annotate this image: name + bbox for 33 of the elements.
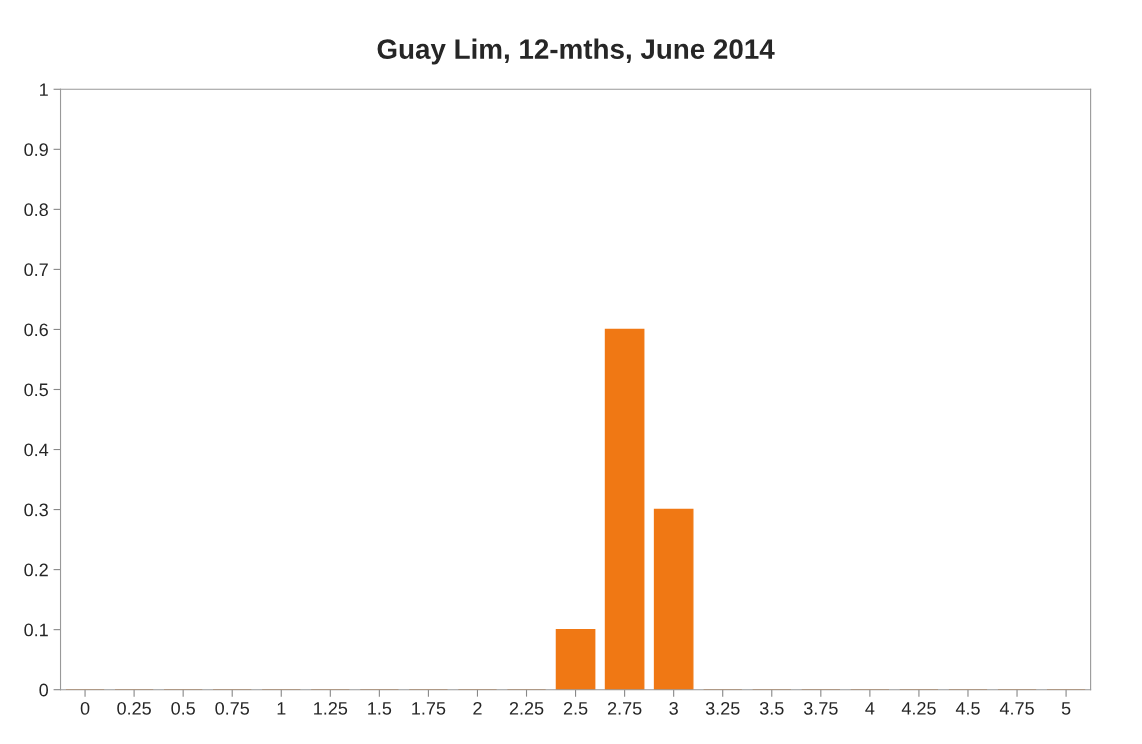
x-tick-label: 1.25: [314, 701, 348, 715]
x-tick-label: 2: [473, 701, 482, 715]
y-tick-label: 1: [40, 83, 48, 96]
x-tick-label: 4: [865, 702, 875, 715]
x-tick-label: 0.5: [171, 701, 195, 715]
y-tick-label: 0.3: [24, 503, 48, 517]
x-tick-label: 4.25: [901, 701, 936, 715]
x-tick-label: 4.75: [999, 702, 1034, 715]
y-tick-label: 0.2: [24, 563, 48, 577]
x-tick-label: 3.75: [803, 701, 838, 715]
y-tick-label: 0: [39, 683, 49, 697]
y-tick-label: 0.1: [24, 623, 48, 637]
y-tick-label: 0.8: [24, 203, 48, 217]
x-tick-label: 1.5: [368, 702, 392, 715]
x-tick-label: 3: [669, 701, 678, 715]
x-tick-label: 3.25: [705, 701, 740, 715]
x-tick-label: 0.25: [117, 701, 151, 715]
x-tick-label: 3.5: [759, 701, 784, 715]
x-tick-label: 5: [1061, 702, 1071, 715]
y-tick-label: 0.9: [24, 143, 48, 157]
x-tick-label: 1: [277, 702, 286, 715]
y-tick-label: 0.5: [24, 383, 48, 397]
x-tick-label: 2.5: [563, 701, 588, 715]
x-tick-label: 2.75: [607, 701, 642, 715]
x-tick-label: 2.25: [509, 701, 544, 715]
chart-title: Guay Lim, 12-mths, June 2014: [377, 38, 775, 65]
x-tick-label: 0: [80, 701, 90, 715]
y-tick-label: 0.4: [24, 443, 49, 457]
x-tick-label: 1.75: [412, 702, 446, 715]
y-tick-label: 0.6: [24, 323, 48, 337]
x-tick-label: 4.5: [955, 702, 980, 715]
y-tick-label: 0.7: [24, 263, 48, 277]
x-tick-label: 0.75: [215, 701, 250, 715]
